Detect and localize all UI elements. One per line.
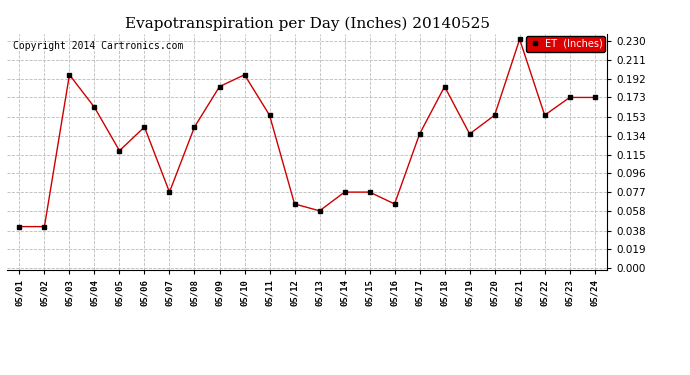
ET  (Inches) (290, 202, 299, 206)
ET  (Inches) (415, 132, 424, 136)
Text: Copyright 2014 Cartronics.com: Copyright 2014 Cartronics.com (13, 41, 184, 51)
ET  (Inches) (540, 113, 549, 117)
ET  (Inches) (190, 125, 199, 129)
ET  (Inches) (90, 105, 99, 110)
ET  (Inches) (340, 190, 348, 194)
ET  (Inches) (440, 84, 449, 89)
ET  (Inches) (40, 224, 48, 229)
ET  (Inches) (315, 209, 324, 213)
Line: ET  (Inches): ET (Inches) (18, 38, 596, 228)
ET  (Inches) (140, 125, 148, 129)
ET  (Inches) (515, 37, 524, 42)
ET  (Inches) (566, 95, 574, 100)
ET  (Inches) (266, 113, 274, 117)
ET  (Inches) (466, 132, 474, 136)
Legend: ET  (Inches): ET (Inches) (526, 36, 605, 51)
ET  (Inches) (66, 72, 74, 77)
ET  (Inches) (15, 224, 23, 229)
ET  (Inches) (366, 190, 374, 194)
Title: Evapotranspiration per Day (Inches) 20140525: Evapotranspiration per Day (Inches) 2014… (125, 17, 489, 31)
ET  (Inches) (391, 202, 399, 206)
ET  (Inches) (240, 72, 248, 77)
ET  (Inches) (591, 95, 599, 100)
ET  (Inches) (115, 148, 124, 153)
ET  (Inches) (166, 190, 174, 194)
ET  (Inches) (215, 84, 224, 89)
ET  (Inches) (491, 113, 499, 117)
